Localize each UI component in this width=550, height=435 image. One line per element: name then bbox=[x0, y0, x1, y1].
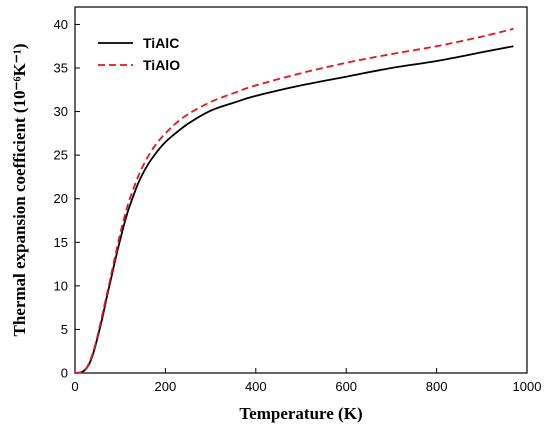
series-layer bbox=[74, 27, 514, 374]
series-line-tialo bbox=[74, 27, 514, 374]
x-tick-label: 800 bbox=[426, 379, 448, 394]
series-line-tialc bbox=[74, 45, 514, 374]
x-tick-label: 600 bbox=[335, 379, 357, 394]
y-axis-title: Thermal expansion coefficient (10⁻⁶K⁻¹) bbox=[10, 43, 29, 336]
x-tick-label: 400 bbox=[245, 379, 267, 394]
y-tick-label: 35 bbox=[54, 61, 68, 76]
x-tick-label: 200 bbox=[155, 379, 177, 394]
y-tick-label: 30 bbox=[54, 104, 68, 119]
y-tick-label: 40 bbox=[54, 17, 68, 32]
legend-label-tialc: TiAlC bbox=[143, 35, 179, 51]
plot-frame bbox=[74, 6, 528, 374]
y-tick-label: 25 bbox=[54, 148, 68, 163]
axis-ticks: 0 200 400 600 800 1000 0 5 10 15 20 25 30 35 40 bbox=[54, 17, 542, 394]
y-tick-label: 10 bbox=[54, 278, 68, 293]
y-tick-label: 5 bbox=[61, 322, 68, 337]
x-tick-label: 1000 bbox=[513, 379, 542, 394]
x-axis-title: Temperature (K) bbox=[239, 404, 362, 423]
y-tick-label: 20 bbox=[54, 191, 68, 206]
x-tick-label: 0 bbox=[71, 379, 78, 394]
legend: TiAlC TiAlO bbox=[98, 35, 180, 73]
y-tick-label: 15 bbox=[54, 235, 68, 250]
y-tick-label: 0 bbox=[61, 366, 68, 381]
legend-label-tialo: TiAlO bbox=[143, 57, 180, 73]
